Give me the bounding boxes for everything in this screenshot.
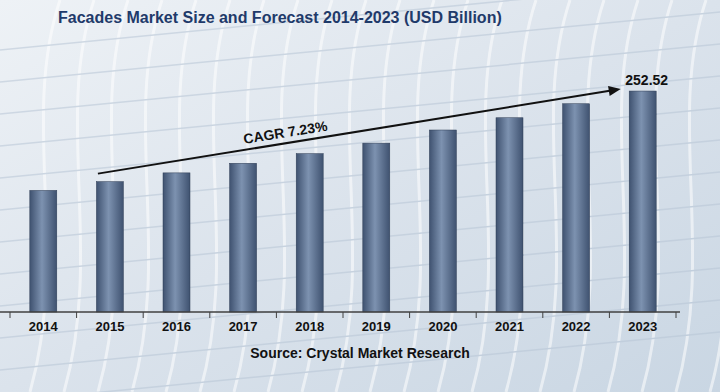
- x-divider: [143, 312, 144, 318]
- bar: [163, 173, 190, 312]
- building-line: [268, 0, 298, 392]
- bar: [429, 130, 456, 312]
- cagr-arrow-head: [608, 86, 621, 96]
- x-tick-label: 2019: [362, 319, 391, 334]
- x-tick-label: 2017: [229, 319, 258, 334]
- bar: [629, 91, 656, 312]
- building-line: [0, 0, 720, 50]
- x-divider: [609, 312, 610, 318]
- data-label: 252.52: [625, 72, 668, 88]
- source: Source: Crystal Market Research: [250, 345, 469, 361]
- x-tick-label: 2014: [29, 319, 59, 334]
- building-line: [0, 108, 720, 178]
- x-axis: [0, 311, 680, 313]
- x-divider: [409, 312, 410, 318]
- x-divider: [76, 312, 77, 318]
- x-tick-label: 2021: [495, 319, 524, 334]
- bar: [496, 118, 523, 312]
- bar: [30, 190, 57, 312]
- x-tick-label: 2020: [428, 319, 457, 334]
- x-divider: [343, 312, 344, 318]
- x-tick-label: 2015: [95, 319, 124, 334]
- x-tick-label: 2018: [295, 319, 324, 334]
- chart: Facades Market Size and Forecast 2014-20…: [0, 0, 720, 392]
- bar: [296, 154, 323, 312]
- x-tick-label: 2023: [628, 319, 657, 334]
- building-line: [0, 44, 720, 114]
- bar: [563, 104, 590, 312]
- x-divider: [276, 312, 277, 318]
- building-line: [0, 332, 720, 392]
- building-line: [64, 0, 94, 392]
- background-building: [0, 0, 720, 392]
- building-line: [0, 76, 720, 146]
- bar: [230, 163, 257, 312]
- x-divider: [476, 312, 477, 318]
- annotation: CAGR 7.23%: [242, 117, 329, 146]
- x-divider: [10, 312, 11, 318]
- x-tick-label: 2022: [562, 319, 591, 334]
- building-line: [200, 0, 230, 392]
- bar: [363, 143, 390, 312]
- bar: [96, 182, 123, 312]
- x-divider: [542, 312, 543, 318]
- title: Facades Market Size and Forecast 2014-20…: [58, 9, 502, 26]
- x-tick-label: 2016: [162, 319, 191, 334]
- x-divider: [676, 312, 677, 318]
- background: [0, 0, 720, 392]
- x-divider: [209, 312, 210, 318]
- cagr-arrow: [98, 90, 613, 173]
